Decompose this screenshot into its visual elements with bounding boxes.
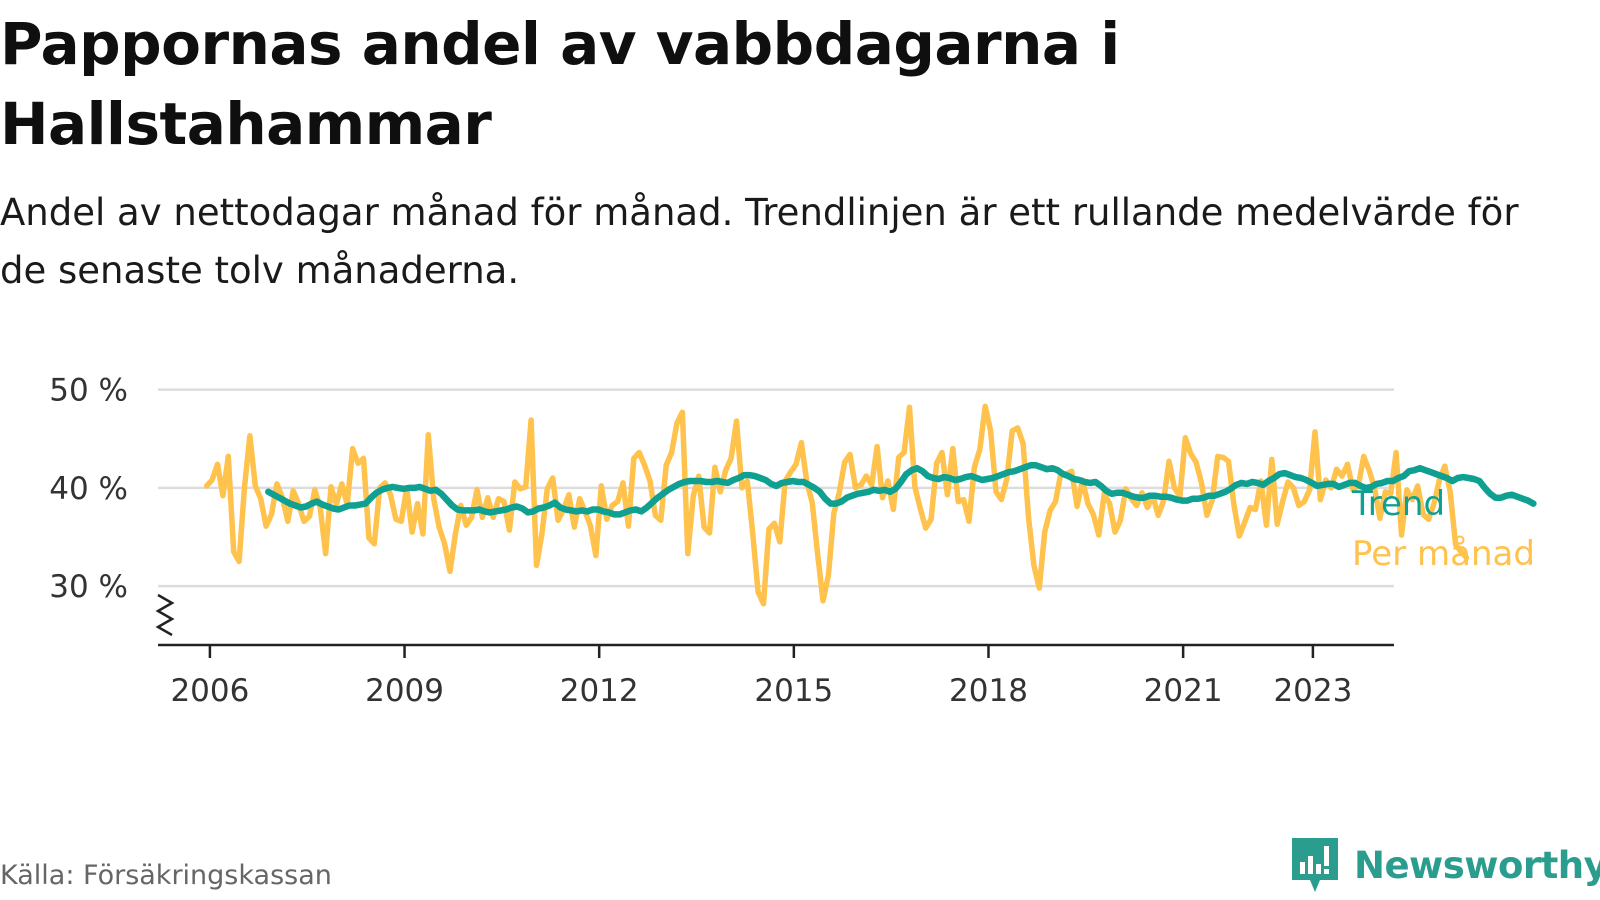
source-note: Källa: Försäkringskassan: [0, 860, 332, 891]
y-tick-label: 50 %: [49, 373, 128, 409]
y-tick-label: 40 %: [49, 471, 128, 507]
x-tick-label: 2021: [1144, 673, 1223, 709]
x-tick-label: 2015: [754, 673, 833, 709]
x-tick-label: 2009: [365, 673, 444, 709]
x-tick-label: 2018: [949, 673, 1028, 709]
series-labels: Trend Per månad: [1351, 484, 1535, 574]
series-lines: [203, 403, 1537, 607]
chart-title: Pappornas andel av vabbdagarna i Hallsta…: [0, 10, 1120, 158]
x-axis-ticks: 2006 2009 2012 2015 2018 2021 2023: [170, 645, 1352, 709]
line-chart: 30 % 40 % 50 % 2006 2009 2012 2015 2018 2021 202…: [49, 373, 1537, 709]
x-tick-label: 2006: [170, 673, 249, 709]
y-tick-label: 30 %: [49, 569, 128, 605]
chart-subtitle: Andel av nettodagar månad för månad. Tre…: [0, 191, 1519, 292]
newsworthy-logo-icon: [1292, 838, 1338, 892]
monthly-series-label: Per månad: [1352, 534, 1535, 574]
brand-name: Newsworthy: [1354, 843, 1600, 887]
trend-line: [265, 462, 1537, 518]
y-axis-break-icon: [155, 593, 175, 637]
x-tick-label: 2012: [560, 673, 639, 709]
trend-series-label: Trend: [1351, 484, 1445, 524]
brand-logo: Newsworthy: [1290, 836, 1600, 894]
x-tick-label: 2023: [1273, 673, 1352, 709]
y-axis-ticks: 30 % 40 % 50 %: [49, 373, 128, 605]
